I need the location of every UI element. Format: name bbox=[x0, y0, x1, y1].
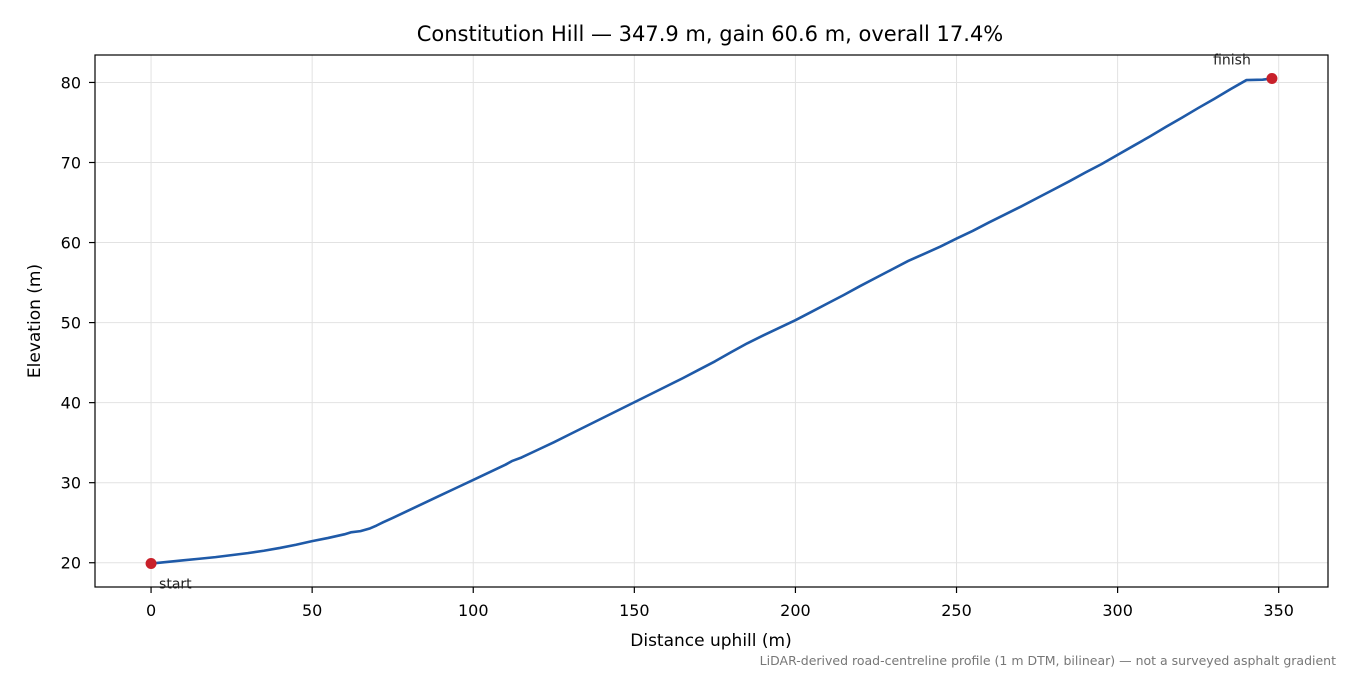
x-tick-label: 350 bbox=[1263, 601, 1294, 620]
x-tick-label: 200 bbox=[780, 601, 811, 620]
x-tick-label: 150 bbox=[619, 601, 650, 620]
y-tick-label: 30 bbox=[61, 474, 81, 493]
y-tick-label: 40 bbox=[61, 394, 81, 413]
finish-annotation: finish bbox=[1213, 52, 1251, 68]
elevation-profile-line bbox=[149, 77, 1274, 565]
x-tick-label: 300 bbox=[1102, 601, 1133, 620]
y-axis-label: Elevation (m) bbox=[25, 264, 45, 378]
finish-point-marker bbox=[1266, 72, 1278, 84]
y-tick-label: 20 bbox=[61, 554, 81, 573]
y-tick-label: 60 bbox=[61, 234, 81, 253]
grid-lines bbox=[95, 55, 1328, 587]
x-tick-label: 50 bbox=[302, 601, 322, 620]
y-tick-label: 70 bbox=[61, 154, 81, 173]
plot-area-frame bbox=[94, 54, 1329, 588]
y-tick-label: 50 bbox=[61, 314, 81, 333]
x-tick-label: 100 bbox=[458, 601, 489, 620]
y-tick-label: 80 bbox=[61, 73, 81, 92]
x-axis-label: Distance uphill (m) bbox=[630, 631, 791, 651]
x-axis-ticks: 0 50 100 150 200 250 300 350 bbox=[146, 587, 1294, 620]
y-axis-ticks: 20 30 40 50 60 70 80 bbox=[61, 73, 95, 573]
x-tick-label: 250 bbox=[941, 601, 972, 620]
start-annotation: start bbox=[159, 577, 192, 593]
chart-footnote: LiDAR-derived road-centreline profile (1… bbox=[760, 653, 1336, 668]
start-point-marker bbox=[145, 558, 157, 570]
x-tick-label: 0 bbox=[146, 601, 156, 620]
chart-title: Constitution Hill — 347.9 m, gain 60.6 m… bbox=[417, 22, 1004, 46]
